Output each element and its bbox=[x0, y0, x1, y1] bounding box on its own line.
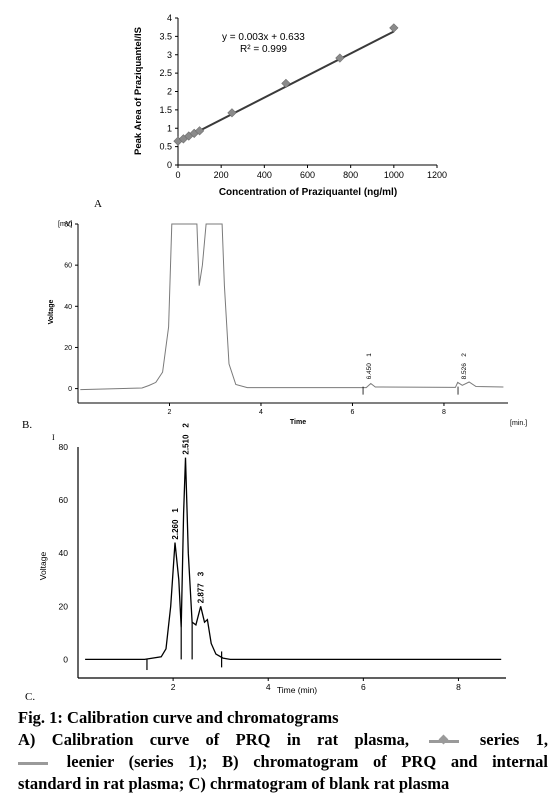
panel-a-y-ticks: 0 0.5 1 1.5 2 2.5 3 3.5 4 bbox=[159, 13, 178, 170]
panel-a-data-point bbox=[389, 23, 399, 33]
panel-a-y-tick-label: 2 bbox=[167, 87, 172, 97]
panel-b-y-unit: [mV] bbox=[58, 221, 72, 228]
panel-c-axes bbox=[77, 447, 506, 679]
panel-a-calibration-curve: 0 200 400 600 800 1000 1200 00.511.522.533.54 … bbox=[94, 13, 447, 210]
panel-c-peak-number: 1 bbox=[171, 508, 180, 513]
caption-part-a: A) Calibration curve of PRQ in rat plasm… bbox=[18, 730, 410, 749]
caption-series-label: series 1, bbox=[479, 730, 549, 749]
legend-trendline-icon bbox=[18, 761, 48, 765]
panel-b-peak-number: 1 bbox=[366, 353, 373, 357]
panel-b-x-axis-label: Time bbox=[290, 419, 306, 426]
panel-b-axes bbox=[77, 224, 508, 404]
panel-b-trace bbox=[80, 223, 504, 391]
figure-panels: 0 200 400 600 800 1000 1200 00.511.522.533.54 … bbox=[22, 13, 527, 703]
panel-c-trace bbox=[85, 457, 502, 661]
panel-c-y-tick-label: 0 bbox=[63, 654, 68, 664]
panel-c-y-ticks: 0 20 40 60 80 bbox=[59, 442, 69, 664]
panel-a-data-point bbox=[194, 126, 205, 136]
panel-a-y-tick-label: 3 bbox=[167, 50, 172, 60]
panel-c-x-tick-label: 6 bbox=[361, 682, 366, 692]
panel-c-x-axis-label: Time (min) bbox=[277, 685, 317, 695]
panel-a-data-points bbox=[173, 23, 399, 146]
panel-a-x-tick-label: 1000 bbox=[384, 170, 404, 180]
panel-c-chromatogram: 2 4 6 8 0 20 40 60 80 2.260 1 2.510 2 2.877 3 Time (… bbox=[25, 423, 506, 703]
panel-b-y-ticks: 0 20 40 60 80 bbox=[64, 222, 78, 393]
panel-a-y-tick-label: 1 bbox=[167, 123, 172, 133]
panel-b-y-tick-label: 0 bbox=[68, 386, 72, 393]
panel-b-y-tick-label: 80 bbox=[64, 222, 72, 229]
panel-c-x-tick-label: 2 bbox=[171, 682, 176, 692]
caption-line-4: standard in rat plasma; C) chrmatogram o… bbox=[18, 774, 450, 793]
panel-c-peak-number: 3 bbox=[197, 571, 206, 576]
panel-a-x-tick-label: 600 bbox=[300, 170, 315, 180]
panel-b-y-axis-label: Voltage bbox=[48, 300, 55, 325]
panel-a-data-point bbox=[335, 53, 345, 63]
panel-a-x-tick-label: 400 bbox=[257, 170, 272, 180]
panel-b-x-ticks: 2 4 6 8 bbox=[168, 403, 446, 416]
panel-b-label: B. bbox=[22, 419, 32, 431]
panel-c-peak-time-label: 2.260 bbox=[171, 519, 180, 540]
panel-a-y-tick-label: 0.5 bbox=[159, 142, 172, 152]
panel-b-x-unit: [min.] bbox=[510, 420, 527, 427]
panel-b-peak-number: 2 bbox=[461, 353, 468, 357]
panel-c-peak-labels: 2.260 1 2.510 2 2.877 3 bbox=[146, 423, 223, 671]
panel-c-y-tick-label: 60 bbox=[59, 495, 69, 505]
panel-a-data-point bbox=[281, 78, 291, 89]
panel-a-y-axis-label: Peak Area of Praziquantel/IS bbox=[133, 27, 144, 155]
caption-line-3: leenier (series 1); B) chromatogram of P… bbox=[18, 751, 548, 773]
figure-caption: Fig. 1: Calibration curve and chromatogr… bbox=[18, 707, 548, 795]
panel-b-peak-time-label: 6.450 bbox=[366, 363, 373, 380]
panel-a-data-point bbox=[227, 108, 237, 118]
legend-series-marker-icon bbox=[429, 734, 460, 745]
panel-a-x-tick-label: 200 bbox=[214, 170, 229, 180]
panel-b-x-tick-label: 8 bbox=[442, 409, 446, 416]
panel-a-x-tick-label: 0 bbox=[175, 170, 180, 180]
panel-b-y-tick-label: 40 bbox=[64, 304, 72, 311]
panel-a-x-tick-label: 800 bbox=[343, 170, 358, 180]
panel-b-peak-labels: 6.450 1 8.526 2 bbox=[362, 353, 468, 395]
panel-b-y-tick-label: 20 bbox=[64, 345, 72, 352]
panel-c-x-tick-label: 8 bbox=[456, 682, 461, 692]
panel-a-x-tick-label: 1200 bbox=[427, 170, 447, 180]
panel-a-axes bbox=[177, 18, 437, 166]
panel-b-x-tick-label: 4 bbox=[259, 409, 263, 416]
panel-a-r2: R² = 0.999 bbox=[240, 44, 287, 55]
panel-c-y-axis-label: Voltage bbox=[38, 552, 48, 581]
caption-line-2: A) Calibration curve of PRQ in rat plasm… bbox=[18, 729, 548, 751]
panel-a-y-tick-label: 4 bbox=[167, 13, 172, 23]
panel-b-x-tick-label: 6 bbox=[351, 409, 355, 416]
panel-b-peak-time-label: 8.526 bbox=[461, 363, 468, 380]
panel-a-y-tick-label: 0 bbox=[167, 160, 172, 170]
panel-a-y-tick-label: 1.5 bbox=[159, 105, 172, 115]
stray-mark: I bbox=[52, 433, 55, 442]
caption-title: Fig. 1: Calibration curve and chromatogr… bbox=[18, 708, 339, 727]
panel-c-peak-number: 2 bbox=[181, 423, 190, 428]
caption-line-3-text: leenier (series 1); B) chromatogram of P… bbox=[66, 752, 548, 771]
panel-a-equation: y = 0.003x + 0.633 bbox=[222, 32, 305, 43]
panel-b-y-tick-label: 60 bbox=[64, 263, 72, 270]
panel-a-y-tick-label: 2.5 bbox=[159, 68, 172, 78]
panel-a-x-axis-label: Concentration of Praziquantel (ng/ml) bbox=[219, 187, 397, 198]
panel-a-y-tick-label: 3.5 bbox=[159, 31, 172, 41]
panel-c-peak-time-label: 2.510 bbox=[181, 434, 190, 455]
panel-c-x-ticks: 2 4 6 8 bbox=[171, 678, 461, 692]
panel-c-y-tick-label: 20 bbox=[59, 601, 69, 611]
panel-c-y-tick-label: 40 bbox=[59, 548, 69, 558]
panel-b-x-tick-label: 2 bbox=[168, 409, 172, 416]
panel-c-y-tick-label: 80 bbox=[59, 442, 69, 452]
panel-c-x-tick-label: 4 bbox=[266, 682, 271, 692]
panel-a-label: A bbox=[94, 198, 102, 210]
panel-c-label: C. bbox=[25, 691, 35, 703]
panel-a-x-ticks: 0 200 400 600 800 1000 1200 bbox=[175, 165, 447, 180]
panel-c-peak-time-label: 2.877 bbox=[197, 583, 206, 604]
